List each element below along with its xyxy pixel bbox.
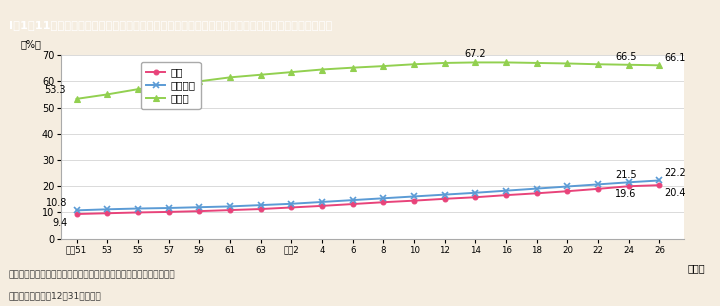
医師 bbox=[287, 206, 296, 209]
薬剤師 bbox=[72, 97, 81, 101]
薬剤師 bbox=[563, 62, 572, 65]
Text: 20.4: 20.4 bbox=[664, 188, 685, 198]
医師 bbox=[134, 211, 143, 214]
Text: I－1－11図　医療施設従事医師，同歯科医師，薬局・医療施設従事薬剤師に占める女性の割合の推移: I－1－11図 医療施設従事医師，同歯科医師，薬局・医療施設従事薬剤師に占める女… bbox=[9, 20, 332, 30]
薬剤師 bbox=[532, 61, 541, 65]
歯科医師 bbox=[379, 196, 387, 200]
Text: 19.6: 19.6 bbox=[615, 189, 636, 200]
歯科医師 bbox=[594, 183, 603, 186]
薬剤師 bbox=[624, 63, 633, 67]
医師 bbox=[410, 199, 418, 203]
薬剤師 bbox=[594, 62, 603, 66]
Text: （年）: （年） bbox=[687, 263, 705, 274]
医師 bbox=[471, 196, 480, 199]
Text: （備考）１．厚生労働省「医師・歯科医師・薬剤師調査」より作成。: （備考）１．厚生労働省「医師・歯科医師・薬剤師調査」より作成。 bbox=[9, 271, 175, 280]
歯科医師 bbox=[103, 207, 112, 211]
Text: 10.8: 10.8 bbox=[46, 198, 68, 208]
Line: 歯科医師: 歯科医師 bbox=[73, 177, 662, 214]
歯科医師 bbox=[225, 205, 234, 208]
薬剤師 bbox=[287, 70, 296, 74]
薬剤師 bbox=[318, 68, 326, 71]
Line: 医師: 医師 bbox=[74, 183, 662, 216]
医師 bbox=[563, 189, 572, 193]
薬剤師 bbox=[471, 61, 480, 64]
歯科医師 bbox=[164, 206, 173, 210]
歯科医師 bbox=[471, 191, 480, 195]
薬剤師 bbox=[134, 87, 143, 91]
医師 bbox=[594, 187, 603, 191]
医師 bbox=[164, 210, 173, 214]
薬剤師 bbox=[225, 76, 234, 79]
歯科医師 bbox=[134, 207, 143, 210]
医師 bbox=[441, 197, 449, 201]
歯科医師 bbox=[441, 193, 449, 196]
薬剤師 bbox=[410, 62, 418, 66]
歯科医師 bbox=[624, 181, 633, 184]
歯科医師 bbox=[256, 203, 265, 207]
Line: 薬剤師: 薬剤師 bbox=[73, 59, 662, 102]
Text: 9.4: 9.4 bbox=[52, 218, 68, 228]
薬剤師 bbox=[348, 66, 357, 69]
医師 bbox=[379, 200, 387, 204]
歯科医師 bbox=[532, 187, 541, 190]
歯科医師 bbox=[318, 200, 326, 204]
Legend: 医師, 歯科医師, 薬剤師: 医師, 歯科医師, 薬剤師 bbox=[141, 62, 200, 109]
医師 bbox=[348, 202, 357, 206]
Text: 21.5: 21.5 bbox=[615, 170, 636, 180]
Text: 66.5: 66.5 bbox=[615, 52, 636, 62]
薬剤師 bbox=[103, 93, 112, 96]
歯科医師 bbox=[348, 198, 357, 202]
医師 bbox=[72, 212, 81, 216]
歯科医師 bbox=[563, 185, 572, 188]
薬剤師 bbox=[655, 63, 664, 67]
薬剤師 bbox=[379, 64, 387, 68]
医師 bbox=[624, 185, 633, 188]
歯科医師 bbox=[410, 195, 418, 198]
医師 bbox=[532, 192, 541, 195]
医師 bbox=[225, 208, 234, 212]
歯科医師 bbox=[655, 179, 664, 182]
医師 bbox=[318, 204, 326, 208]
薬剤師 bbox=[502, 61, 510, 64]
Text: 53.3: 53.3 bbox=[45, 85, 66, 95]
医師 bbox=[103, 211, 112, 215]
Text: （%）: （%） bbox=[21, 39, 42, 50]
歯科医師 bbox=[195, 205, 204, 209]
歯科医師 bbox=[72, 208, 81, 212]
薬剤師 bbox=[195, 80, 204, 83]
Text: ２．各年12月31日現在。: ２．各年12月31日現在。 bbox=[9, 291, 102, 300]
医師 bbox=[502, 193, 510, 197]
Text: 66.1: 66.1 bbox=[664, 53, 685, 63]
医師 bbox=[655, 183, 664, 187]
歯科医師 bbox=[287, 202, 296, 206]
歯科医師 bbox=[502, 189, 510, 192]
医師 bbox=[195, 209, 204, 213]
薬剤師 bbox=[256, 73, 265, 76]
Text: 22.2: 22.2 bbox=[664, 168, 686, 178]
薬剤師 bbox=[441, 61, 449, 65]
Text: 67.2: 67.2 bbox=[464, 49, 486, 59]
薬剤師 bbox=[164, 84, 173, 87]
医師 bbox=[256, 207, 265, 211]
